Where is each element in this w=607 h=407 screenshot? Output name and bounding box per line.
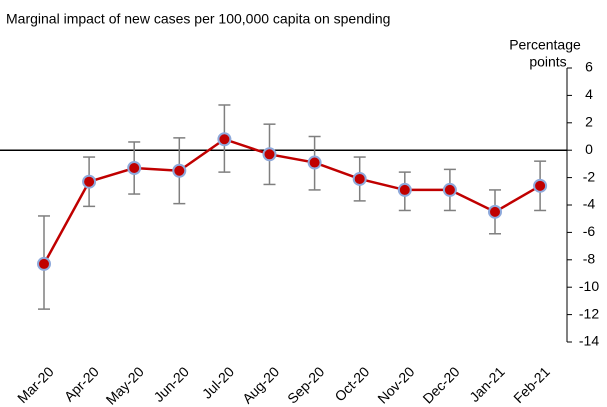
y-tick-label: -4 — [583, 196, 596, 212]
y-tick-label: 2 — [585, 114, 593, 130]
chart-subtitle: Marginal impact of new cases per 100,000… — [6, 11, 390, 27]
x-tick-label: Feb-21 — [510, 363, 553, 406]
data-point — [533, 178, 548, 193]
x-tick-label: Apr-20 — [61, 363, 102, 404]
x-tick-label: Jun-20 — [150, 363, 192, 405]
y-tick-label: 0 — [585, 141, 593, 157]
data-point — [397, 182, 412, 197]
data-point — [127, 161, 142, 176]
y-tick-label: 6 — [585, 59, 593, 75]
data-line — [42, 137, 541, 265]
x-tick-label: May-20 — [103, 363, 147, 407]
data-point — [172, 163, 187, 178]
y-tick-label: -2 — [583, 168, 596, 184]
y-tick-label: -6 — [583, 223, 596, 239]
data-point — [37, 256, 51, 271]
x-tick-label: Mar-20 — [14, 363, 57, 406]
y-tick-label: -14 — [579, 333, 599, 349]
x-tick-label: Sep-20 — [284, 363, 327, 406]
x-tick-label: Dec-20 — [419, 363, 462, 406]
data-point — [307, 155, 322, 170]
x-tick-label: Nov-20 — [374, 363, 417, 406]
data-point — [352, 171, 367, 186]
data-point — [262, 147, 277, 162]
data-point — [488, 204, 502, 219]
y-tick-label: -12 — [579, 305, 599, 321]
x-tick-label: Jan-21 — [466, 363, 508, 405]
x-tick-label: Oct-20 — [331, 363, 372, 404]
x-tick-label: Jul-20 — [199, 363, 237, 401]
data-point — [217, 132, 232, 147]
data-point — [82, 174, 97, 189]
y-axis-label: Percentage — [509, 37, 581, 53]
x-tick-label: Aug-20 — [239, 363, 282, 406]
data-point — [442, 182, 457, 197]
y-axis-label: points — [529, 54, 566, 70]
y-tick-label: -8 — [583, 251, 596, 267]
y-tick-label: 4 — [585, 86, 593, 102]
y-tick-label: -10 — [579, 278, 599, 294]
